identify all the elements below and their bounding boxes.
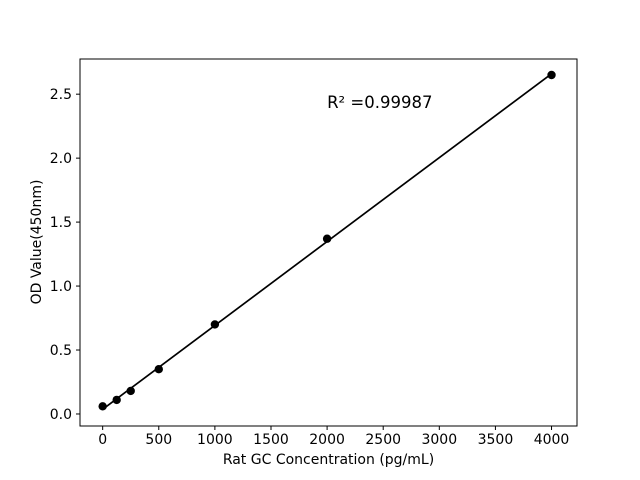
data-point-marker xyxy=(154,365,163,374)
y-tick-label: 0.0 xyxy=(50,407,72,423)
y-axis-label: OD Value(450nm) xyxy=(29,179,45,305)
y-tick-label: 0.5 xyxy=(50,343,72,359)
data-point-marker xyxy=(98,402,107,411)
y-tick-label: 1.0 xyxy=(50,279,72,295)
y-tick-label: 2.5 xyxy=(50,87,72,103)
x-tick-label: 3500 xyxy=(478,432,514,448)
x-tick-label: 1500 xyxy=(253,432,289,448)
data-point-marker xyxy=(126,386,135,396)
data-point-marker xyxy=(112,395,121,405)
data-point-marker xyxy=(547,70,556,80)
data-point-marker xyxy=(322,234,332,243)
x-tick-label: 2500 xyxy=(365,432,401,448)
x-tick-label: 500 xyxy=(145,432,172,448)
x-tick-label: 4000 xyxy=(534,432,570,448)
r-squared-annotation: R² =0.99987 xyxy=(327,92,433,112)
x-tick-label: 0 xyxy=(98,432,107,448)
x-tick-label: 3000 xyxy=(421,432,457,448)
data-point-marker xyxy=(210,320,220,329)
y-tick-label: 1.5 xyxy=(50,215,72,231)
axes-spines xyxy=(79,58,578,427)
x-axis-label: Rat GC Concentration (pg/mL) xyxy=(222,452,435,468)
x-tick-label: 1000 xyxy=(197,432,233,448)
y-tick-label: 2.0 xyxy=(50,151,72,167)
x-tick-label: 2000 xyxy=(309,432,345,448)
